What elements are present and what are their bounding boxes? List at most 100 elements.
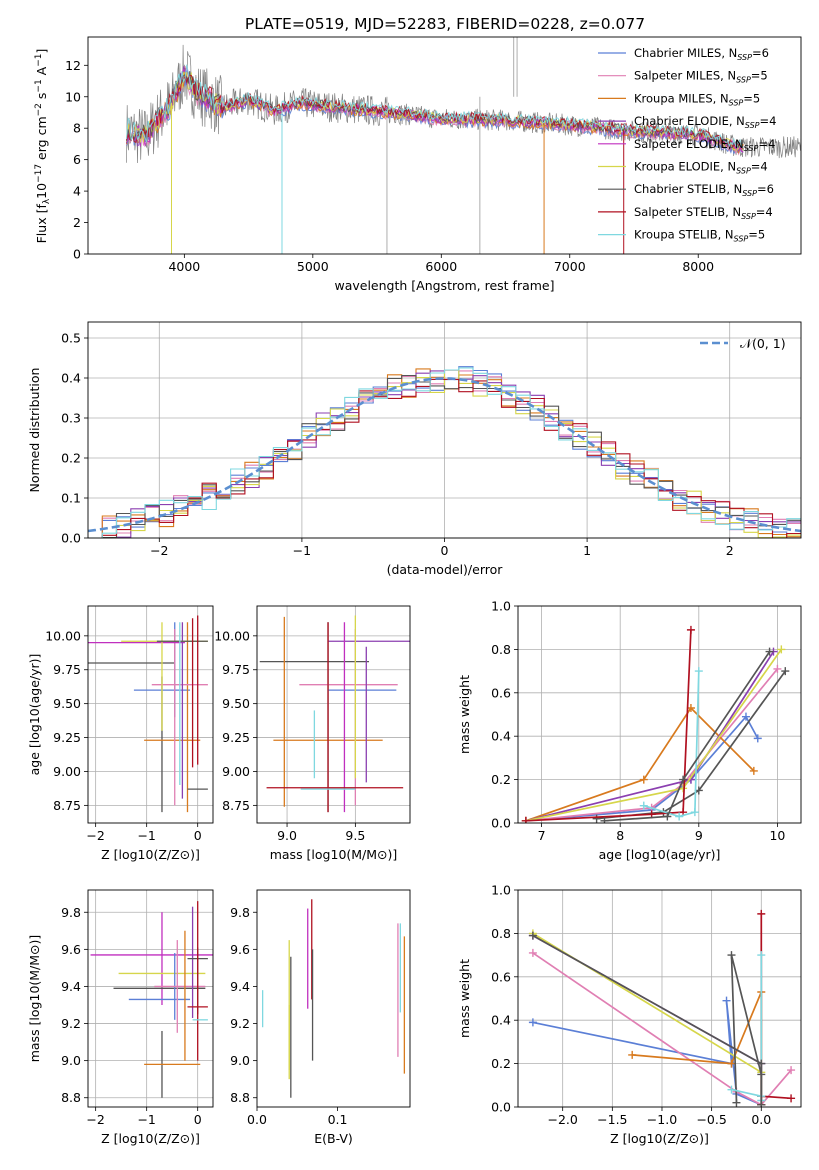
- legend-label-prefix: Chabrier STELIB, N: [634, 182, 742, 196]
- data-point: [600, 816, 609, 823]
- legend-label: Chabrier ELODIE, NSSP=4: [634, 114, 776, 130]
- x-axis-label: E(B-V): [314, 1131, 353, 1146]
- x-tick-label: −2: [150, 543, 168, 558]
- x-tick-label: 2: [726, 543, 734, 558]
- chart-mass_vs_Z: −2 −1 0 8.8 9.0 9.2 9.4 9.6 9.8 Z [log10(Z/Z⊙)] ma…: [27, 889, 214, 1146]
- legend-label-suffix: =6: [752, 46, 769, 60]
- y-axis-label-part: erg cm: [34, 116, 49, 164]
- x-tick-label: 10: [769, 828, 785, 843]
- x-tick-label: 0.1: [328, 1112, 348, 1127]
- y-tick-label: 0.0: [491, 1100, 511, 1115]
- y-tick-label: 0.2: [491, 772, 511, 787]
- legend-label: Salpeter MILES, NSSP=5: [634, 69, 768, 85]
- y-axis-label-part: −2: [34, 103, 44, 116]
- x-tick-label: 5000: [297, 259, 329, 274]
- series: [528, 929, 766, 1107]
- y-axis-label: Normed distribution: [27, 368, 42, 493]
- legend-label-sub: SSP: [736, 76, 751, 85]
- x-tick-label: −1: [137, 828, 155, 843]
- x-axis-label: Z [log10(Z/Z⊙)]: [101, 847, 200, 862]
- axes-frame: [87, 605, 214, 824]
- y-tick-label: 9.75: [222, 662, 250, 677]
- y-tick-label: 0.0: [61, 531, 81, 546]
- legend: 𝒩(0, 1): [700, 336, 786, 351]
- figure-title: PLATE=0519, MJD=52283, FIBERID=0228, z=0…: [245, 15, 645, 33]
- x-tick-label: 0.0: [247, 1112, 267, 1127]
- y-axis-label-part: −1: [34, 79, 44, 92]
- data-point: [732, 1098, 741, 1107]
- chart-spectrum: 4000 5000 6000 7000 8000 0 2 4 6 8 10 12 Chabrier MI…: [34, 36, 802, 293]
- y-tick-label: 10.00: [45, 628, 81, 643]
- legend-label-suffix: =4: [760, 114, 777, 128]
- y-axis-label-part: λ: [42, 198, 52, 204]
- data-point: [727, 951, 736, 960]
- y-axis-label: mass weight: [457, 675, 472, 754]
- x-tick-label: 0: [194, 828, 202, 843]
- legend-label-prefix: Kroupa ELODIE, N: [634, 160, 736, 174]
- data-point: [727, 1059, 736, 1068]
- x-tick-label: 6000: [425, 259, 457, 274]
- y-tick-label: 12: [65, 58, 81, 73]
- chart-mass_vs_ebv: 0.0 0.1 8.8 9.0 9.2 9.4 9.6 9.8 E(B-V): [230, 889, 411, 1146]
- y-tick-label: 9.8: [61, 905, 81, 920]
- legend-label-sub: SSP: [745, 121, 760, 130]
- y-tick-label: 9.00: [53, 764, 81, 779]
- data-point: [722, 996, 731, 1005]
- histogram-series: [88, 378, 801, 538]
- y-tick-label: 9.0: [61, 1053, 81, 1068]
- y-tick-label: 0.4: [61, 371, 81, 386]
- series-line: [643, 671, 700, 818]
- data-point: [749, 766, 758, 775]
- x-tick-label: −2: [86, 828, 104, 843]
- y-tick-label: 9.25: [53, 730, 81, 745]
- data-point: [741, 712, 750, 721]
- chart-age_vs_mass: 9.0 9.5 8.75 9.00 9.25 9.50 9.75 10.00 mass [log…: [214, 605, 411, 862]
- x-axis-label: age [log10(age/yr)]: [599, 847, 721, 862]
- legend-label-sub: SSP: [742, 189, 757, 198]
- legend-label-prefix: Salpeter MILES, N: [634, 69, 736, 83]
- x-tick-label: 0.0: [751, 1112, 771, 1127]
- legend-label-suffix: =4: [751, 160, 768, 174]
- y-tick-label: 0.4: [491, 1013, 511, 1028]
- series: [600, 647, 774, 823]
- plot-area: [88, 366, 801, 538]
- y-tick-label: 8.75: [222, 798, 250, 813]
- y-tick-label: 0.2: [61, 451, 81, 466]
- series-line: [604, 651, 771, 822]
- axes-frame: [87, 321, 802, 539]
- plot-area: [261, 899, 406, 1098]
- data-point: [639, 801, 648, 810]
- axes-frame: [87, 36, 802, 255]
- x-tick-label: 4000: [168, 259, 200, 274]
- x-tick-label: 0: [441, 543, 449, 558]
- data-point: [690, 808, 699, 817]
- y-tick-label: 0.6: [491, 685, 511, 700]
- data-point: [777, 645, 786, 654]
- series-line: [632, 991, 763, 1105]
- x-tick-label: −1: [137, 1112, 155, 1127]
- x-axis-label: wavelength [Angstrom, rest frame]: [334, 278, 554, 293]
- y-tick-label: 9.50: [222, 696, 250, 711]
- data-point: [757, 909, 766, 918]
- y-tick-label: 9.6: [61, 942, 81, 957]
- y-axis-label-part: s: [34, 93, 49, 104]
- legend-label: Kroupa STELIB, NSSP=5: [634, 228, 765, 244]
- chart-massweight_vs_age: 7 8 9 10 0.0 0.2 0.4 0.6 0.8 1.0 age [log10(age/yr…: [457, 599, 802, 862]
- x-axis-label: Z [log10(Z/Z⊙)]: [610, 1131, 709, 1146]
- series-line: [525, 706, 755, 822]
- legend-label-prefix: Kroupa MILES, N: [634, 91, 729, 105]
- legend-label-sub: SSP: [741, 212, 756, 221]
- plot-area: [528, 909, 796, 1107]
- legend-label-sub: SSP: [729, 98, 744, 107]
- model-fit-line: [126, 64, 744, 149]
- legend-label: Kroupa MILES, NSSP=5: [634, 91, 760, 107]
- data-point: [592, 814, 601, 823]
- chart-residual_histogram: −2 −1 0 1 2 0.0 0.1 0.2 0.3 0.4 0.5 𝒩(0, 1) (data-mo…: [27, 321, 802, 577]
- legend-label-prefix: Salpeter STELIB, N: [634, 205, 741, 219]
- series: [639, 667, 703, 821]
- x-tick-label: −2: [86, 1112, 104, 1127]
- chart-massweight_vs_Z: −2.0 −1.5 −1.0 −0.5 0.0 0.0 0.2 0.4 0.6 0.8 1.0 Z […: [457, 883, 802, 1146]
- data-point: [787, 1066, 796, 1075]
- y-axis-label: age [log10(age/yr)]: [27, 654, 42, 776]
